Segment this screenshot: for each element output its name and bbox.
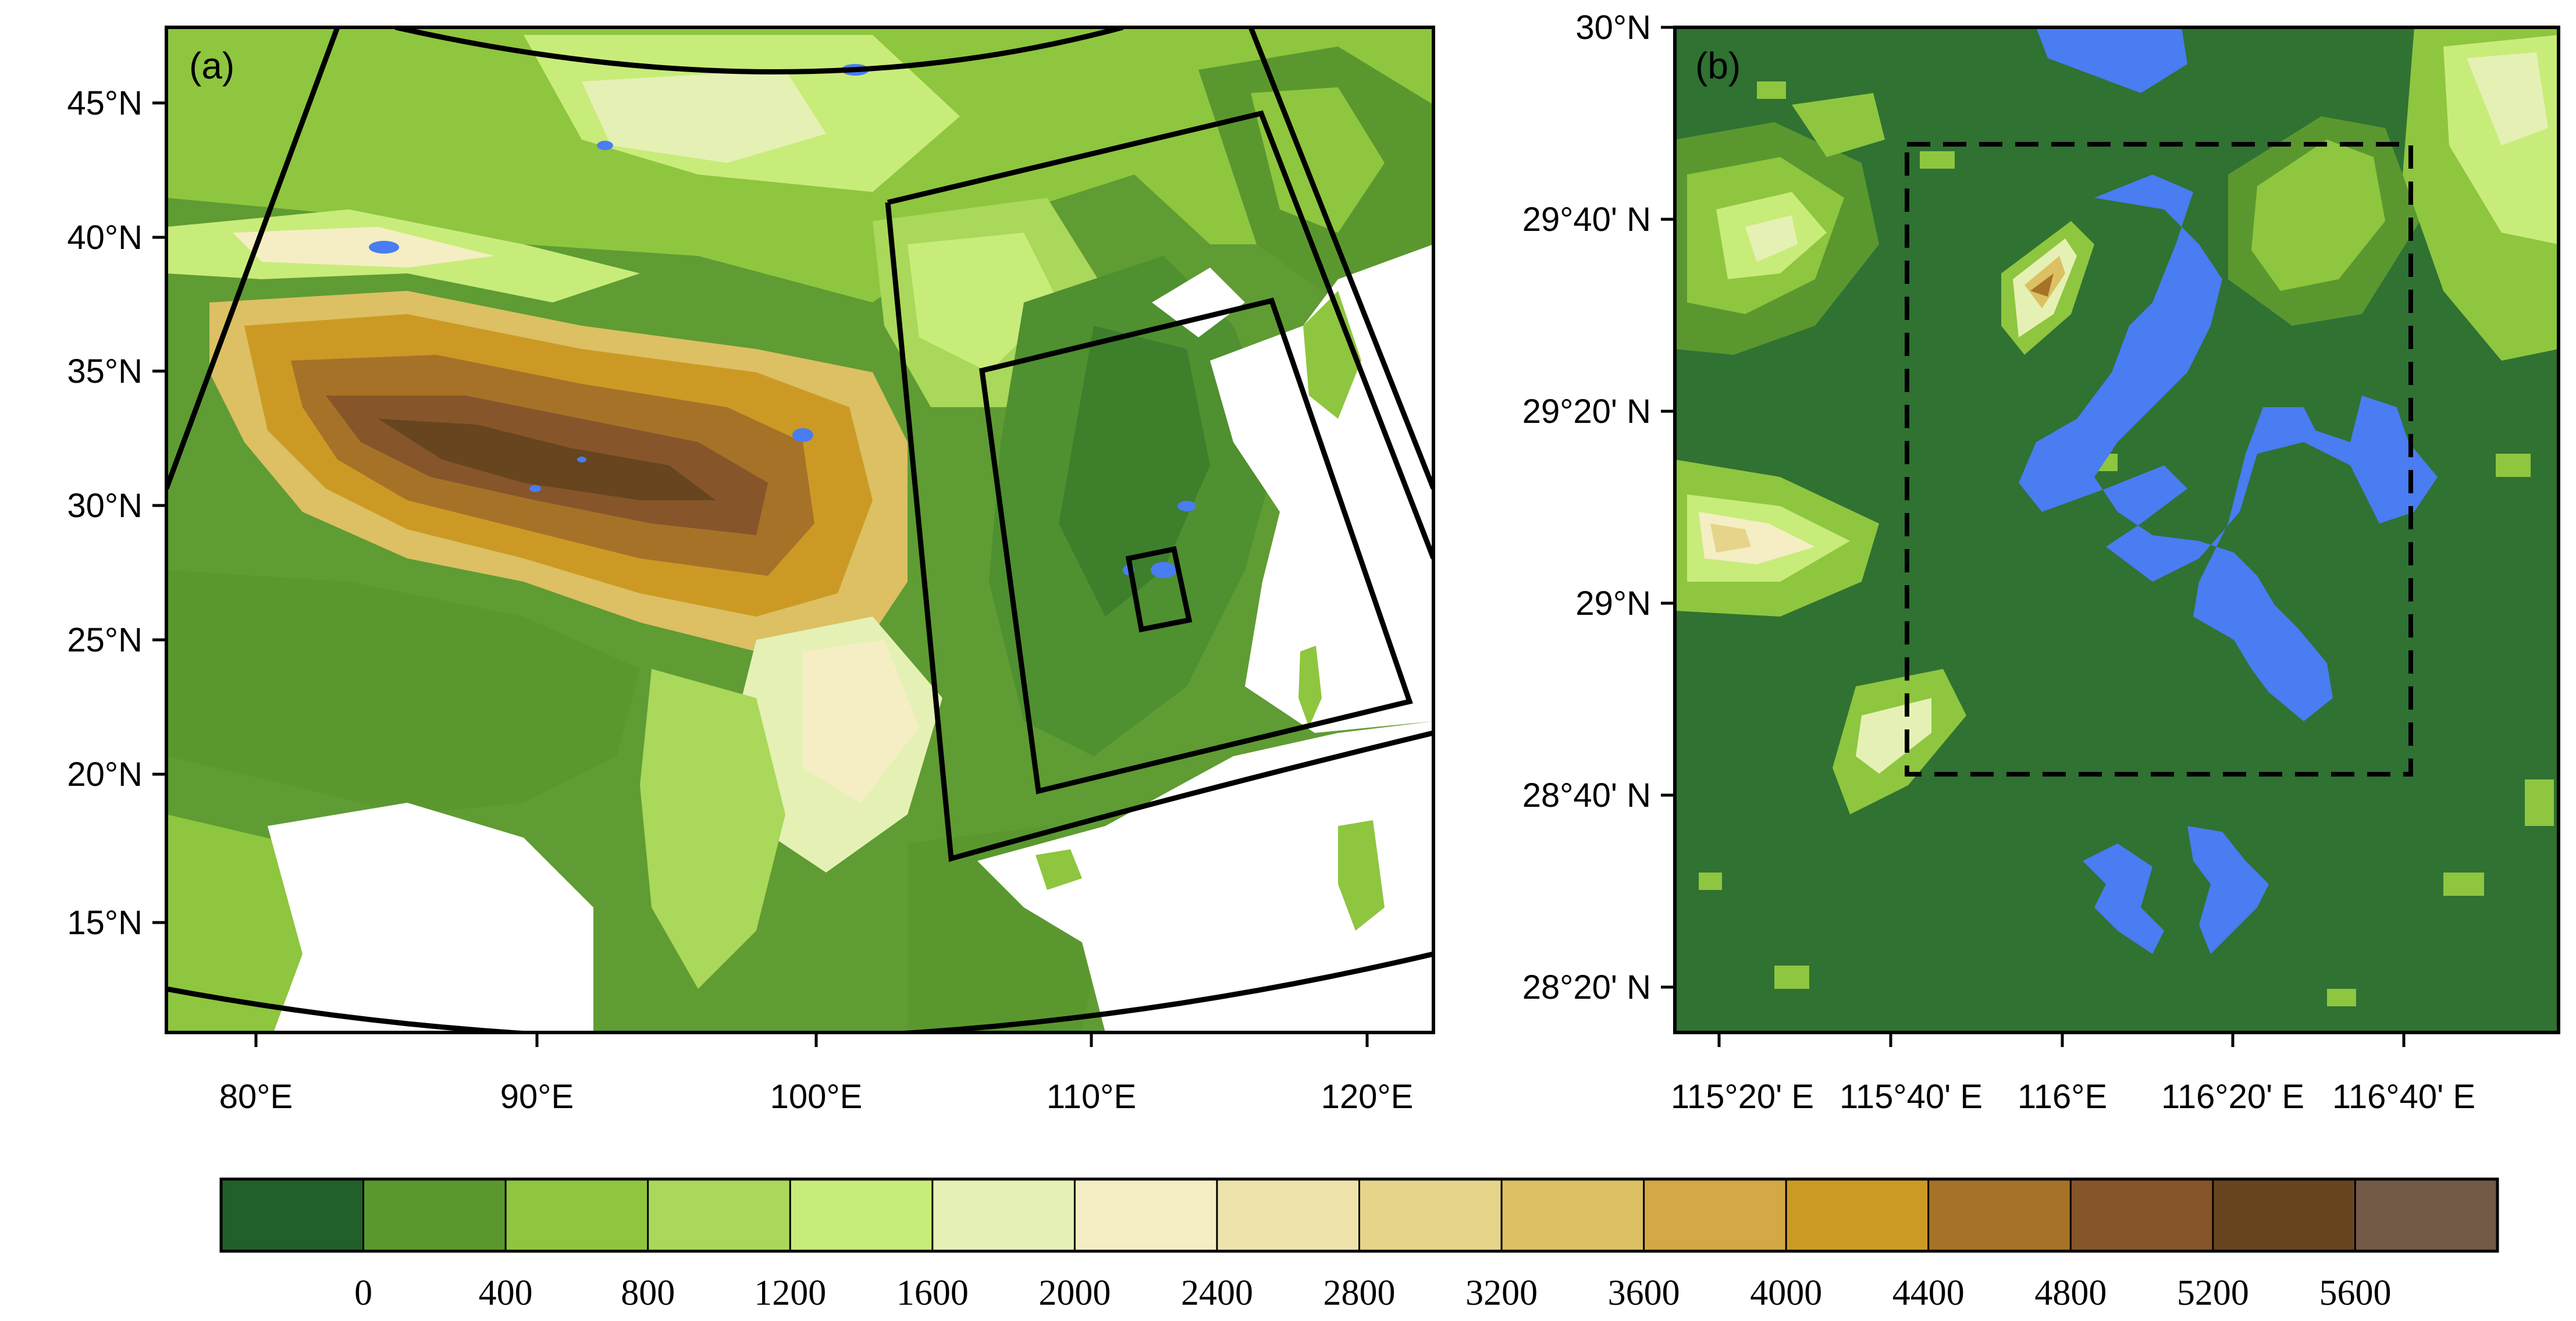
panel-a-y-tick: 45°N xyxy=(67,84,143,122)
colorbar-tick-label: 3200 xyxy=(1465,1273,1538,1313)
panel-a-frame xyxy=(165,26,1435,1034)
panel-b-y-tick: 30°N xyxy=(1575,9,1651,47)
domain-d04 xyxy=(1125,546,1193,633)
colorbar-tick-label: 0 xyxy=(354,1273,372,1313)
panel-a-x-tick: 80°E xyxy=(219,1078,293,1116)
panel-a: (a) 80°E 90°E 100°E 110°E 120°E 45°N 40°… xyxy=(67,26,1435,1116)
colorbar-swatch xyxy=(1927,1178,2072,1252)
colorbar-swatch xyxy=(504,1178,649,1252)
colorbar-swatch xyxy=(220,1178,365,1252)
colorbar-tick-label: 2800 xyxy=(1323,1273,1396,1313)
domain-d03 xyxy=(979,297,1413,795)
panel-b-y-tick: 28°20' N xyxy=(1522,969,1651,1006)
colorbar-swatch xyxy=(647,1178,792,1252)
domain-d02 xyxy=(885,110,1433,862)
panel-b-x-tick-labels: 115°20' E 115°40' E 116°E 116°20' E 116°… xyxy=(1671,1078,2475,1116)
colorbar-tick-label: 2000 xyxy=(1038,1273,1111,1313)
colorbar-tick-label: 4000 xyxy=(1750,1273,1822,1313)
colorbar-swatch xyxy=(1358,1178,1503,1252)
colorbar-swatches xyxy=(220,1178,2499,1252)
colorbar-tick-label: 1600 xyxy=(896,1273,969,1313)
domain-d01-south-edge xyxy=(166,951,1433,1032)
colorbar-swatch xyxy=(1073,1178,1218,1252)
colorbar-tick-label: 800 xyxy=(621,1273,675,1313)
panel-a-x-tick: 100°E xyxy=(770,1078,863,1116)
panel-a-x-tick: 90°E xyxy=(500,1078,574,1116)
colorbar-tick-label: 400 xyxy=(479,1273,533,1313)
inner-domain-box xyxy=(1905,142,2413,777)
colorbar-swatch xyxy=(2354,1178,2499,1252)
domain-d01-north-edge xyxy=(395,27,1124,74)
panel-b-y-tick: 29°40' N xyxy=(1522,201,1651,238)
colorbar-swatch xyxy=(362,1178,507,1252)
panel-a-y-tick: 30°N xyxy=(67,487,143,525)
panel-b-x-tick: 116°E xyxy=(2018,1078,2107,1116)
panel-b-y-tick: 29°20' N xyxy=(1522,393,1651,430)
colorbar-swatch xyxy=(931,1178,1076,1252)
colorbar-swatch xyxy=(1785,1178,1930,1252)
panel-b-x-tick: 116°40' E xyxy=(2332,1078,2475,1116)
colorbar-swatch xyxy=(789,1178,934,1252)
panel-b-y-tick-labels: 30°N 29°40' N 29°20' N 29°N 28°40' N 28°… xyxy=(1522,9,1651,1006)
poyang-lake xyxy=(2019,175,2438,721)
colorbar-swatch xyxy=(1500,1178,1645,1252)
panel-b-terrain xyxy=(1675,27,2559,1032)
panel-b: (b) 115°20' E 115°40' E 116°E 116°20' E … xyxy=(1522,9,2560,1116)
panel-a-y-tick: 25°N xyxy=(67,621,143,659)
panel-a-label: (a) xyxy=(189,45,234,87)
domain-d01-east-edge xyxy=(1248,27,1433,490)
panel-b-x-tick: 115°20' E xyxy=(1671,1078,1814,1116)
model-domains xyxy=(166,27,1433,1032)
colorbar-tick-label: 4800 xyxy=(2034,1273,2107,1313)
elevation-colorbar: 0 400 800 1200 1600 2000 2400 2800 3200 3600 4000 4… xyxy=(219,1177,2499,1313)
lakes xyxy=(2019,27,2438,954)
colorbar-tick-label: 5600 xyxy=(2319,1273,2391,1313)
panel-a-y-tick: 35°N xyxy=(67,352,143,390)
colorbar-swatch xyxy=(2069,1178,2214,1252)
colorbar-tick-label: 2400 xyxy=(1181,1273,1253,1313)
colorbar-swatch xyxy=(1216,1178,1361,1252)
panel-a-x-tick: 110°E xyxy=(1047,1078,1136,1116)
lake-south-east xyxy=(2187,826,2269,954)
colorbar-tick-label: 3600 xyxy=(1608,1273,1680,1313)
lake-south-west xyxy=(2083,843,2164,954)
panel-a-terrain xyxy=(166,27,1433,1032)
panel-a-x-tick: 120°E xyxy=(1321,1078,1414,1116)
panel-a-y-tick: 40°N xyxy=(67,219,143,257)
panel-b-y-tick: 28°40' N xyxy=(1522,777,1651,814)
colorbar-swatch xyxy=(2212,1178,2357,1252)
colorbar-frame xyxy=(219,1177,2499,1253)
panel-a-y-tick: 20°N xyxy=(67,756,143,793)
panel-a-y-tick: 15°N xyxy=(67,904,143,942)
panel-b-frame xyxy=(1673,26,2560,1034)
colorbar-tick-label: 5200 xyxy=(2177,1273,2249,1313)
colorbar-swatch xyxy=(1643,1178,1788,1252)
panel-a-y-tick-labels: 45°N 40°N 35°N 30°N 25°N 20°N 15°N xyxy=(67,84,143,942)
panel-a-ticks xyxy=(152,101,1369,1047)
domain-d01-west-edge xyxy=(166,27,340,490)
panel-a-x-tick-labels: 80°E 90°E 100°E 110°E 120°E xyxy=(219,1078,1414,1116)
panel-b-label: (b) xyxy=(1695,45,1741,87)
colorbar-labels: 0 400 800 1200 1600 2000 2400 2800 3200 3600 4000 4… xyxy=(354,1273,2391,1313)
panel-b-x-tick: 115°40' E xyxy=(1840,1078,1983,1116)
colorbar-tick-label: 4400 xyxy=(1892,1273,1965,1313)
lake-north xyxy=(2036,27,2187,93)
panel-b-y-tick: 29°N xyxy=(1575,585,1651,622)
panel-b-x-tick: 116°20' E xyxy=(2161,1078,2304,1116)
panel-b-ticks xyxy=(1661,26,2406,1047)
colorbar-tick-label: 1200 xyxy=(754,1273,826,1313)
